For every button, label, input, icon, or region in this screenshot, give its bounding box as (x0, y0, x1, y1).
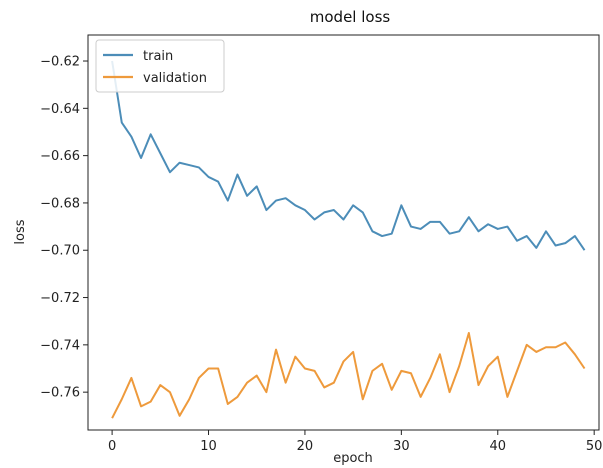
x-tick-label: 40 (489, 439, 506, 454)
x-tick-label: 10 (200, 439, 217, 454)
y-axis-label: loss (13, 219, 28, 244)
x-tick-label: 50 (586, 439, 603, 454)
series-line-train (111, 60, 586, 251)
y-tick-label: −0.74 (40, 338, 80, 353)
y-tick-label: −0.62 (40, 55, 80, 70)
y-tick-label: −0.64 (40, 102, 80, 117)
x-tick-label: 30 (393, 439, 410, 454)
y-axis: −0.62 −0.64 −0.66 −0.68 −0.70 −0.72 −0.74 −0.76 (40, 55, 88, 401)
y-tick-label: −0.66 (40, 149, 80, 164)
legend-label-train: train (143, 49, 173, 64)
x-tick-label: 0 (108, 439, 116, 454)
x-axis: 0 10 20 30 40 50 (108, 430, 602, 454)
legend-box (95, 39, 225, 93)
y-tick-label: −0.70 (40, 244, 80, 259)
y-tick-label: −0.68 (40, 196, 80, 211)
series-lines (111, 60, 586, 419)
series-line-validation (111, 332, 586, 419)
chart-title: model loss (310, 8, 391, 26)
legend-label-validation: validation (143, 71, 207, 86)
y-tick-label: −0.72 (40, 291, 80, 306)
y-tick-label: −0.76 (40, 386, 80, 401)
x-tick-label: 20 (297, 439, 314, 454)
x-axis-label: epoch (333, 451, 373, 466)
legend: train validation (95, 39, 225, 93)
plot-area-frame (87, 34, 600, 431)
